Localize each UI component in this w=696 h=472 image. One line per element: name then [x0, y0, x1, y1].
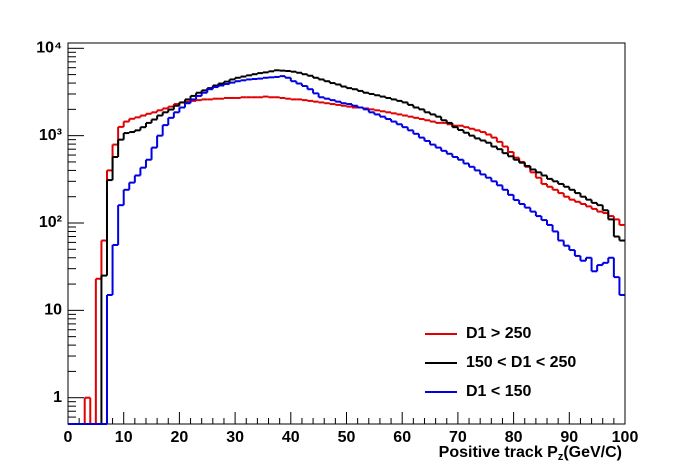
x-axis-label-suffix: (GeV/C) — [563, 444, 622, 461]
x-tick-label: 100 — [612, 429, 639, 446]
x-tick-label: 20 — [171, 429, 189, 446]
x-tick-label: 40 — [282, 429, 300, 446]
y-tick-label: 10³ — [39, 127, 62, 144]
x-tick-label: 90 — [560, 429, 578, 446]
x-axis-label-text: Positive track P — [439, 444, 559, 461]
legend-label: D1 > 250 — [466, 325, 531, 342]
x-tick-label: 0 — [64, 429, 73, 446]
y-tick-label: 10 — [44, 302, 62, 319]
x-tick-label: 10 — [115, 429, 133, 446]
x-tick-label: 30 — [226, 429, 244, 446]
x-tick-label: 60 — [393, 429, 411, 446]
x-axis-label-subscript: z — [558, 451, 564, 463]
legend-label: 150 < D1 < 250 — [466, 354, 576, 371]
x-tick-label: 70 — [449, 429, 467, 446]
x-tick-label: 50 — [338, 429, 356, 446]
y-tick-label: 10² — [39, 214, 62, 231]
y-tick-label: 10⁴ — [36, 40, 62, 57]
y-tick-label: 1 — [53, 389, 62, 406]
legend-label: D1 < 150 — [466, 383, 531, 400]
x-axis-label: Positive track Pz(GeV/C) — [439, 444, 622, 463]
x-tick-label: 80 — [505, 429, 523, 446]
